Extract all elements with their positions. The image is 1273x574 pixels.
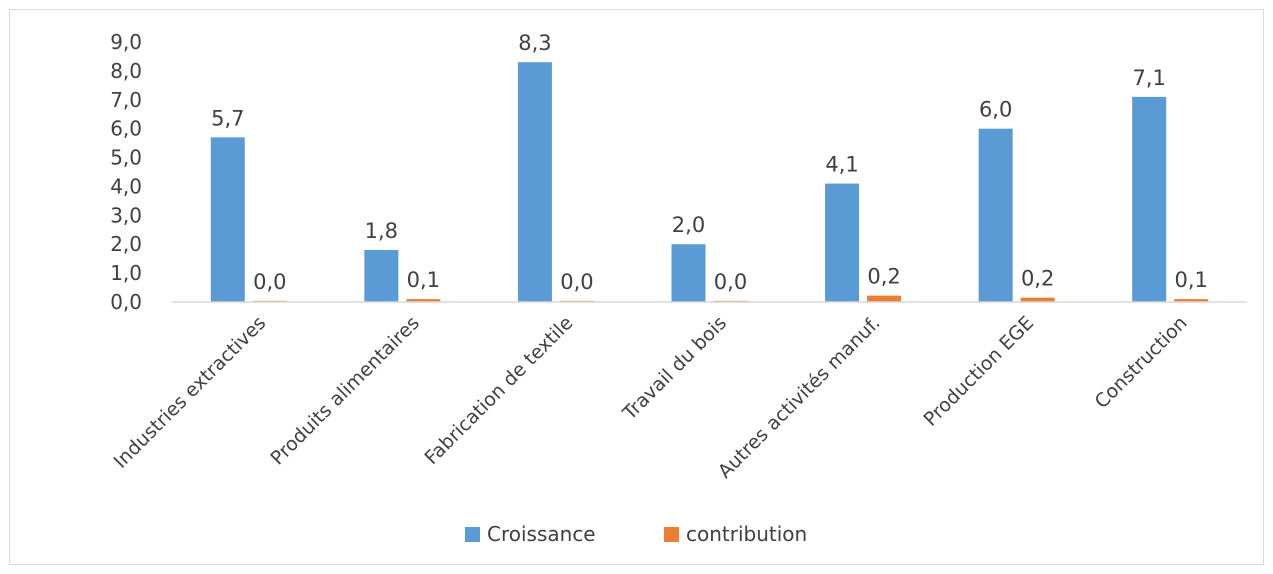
data-label-contribution: 0,1: [407, 268, 440, 292]
x-tick-label: Fabrication de textile: [420, 312, 577, 469]
bar-contribution: [1020, 297, 1055, 302]
x-tick-label: Construction: [1091, 312, 1192, 413]
data-label-contribution: 0,2: [1021, 267, 1054, 291]
legend-swatch: [664, 527, 679, 542]
x-tick-label: Autres activités manuf.: [714, 312, 885, 483]
legend-swatch: [465, 527, 480, 542]
y-tick-label: 7,0: [110, 88, 142, 112]
data-label-croissance: 2,0: [672, 213, 705, 237]
legend-label: Croissance: [487, 522, 596, 546]
data-label-croissance: 8,3: [518, 31, 551, 55]
y-tick-label: 3,0: [110, 203, 142, 227]
y-tick-label: 1,0: [110, 261, 142, 285]
bar-croissance: [825, 183, 860, 302]
data-label-croissance: 6,0: [979, 98, 1012, 122]
x-tick-label: Produits alimentaires: [266, 312, 423, 469]
bar-croissance: [517, 62, 552, 302]
data-label-contribution: 0,0: [253, 270, 286, 294]
data-label-contribution: 0,2: [867, 265, 900, 289]
y-tick-label: 8,0: [110, 59, 142, 83]
bars: [210, 62, 1209, 302]
data-label-contribution: 0,1: [1175, 268, 1208, 292]
data-label-croissance: 1,8: [365, 219, 398, 243]
y-tick-label: 2,0: [110, 232, 142, 256]
data-labels: 5,7 0,0 1,8 0,1 8,3 0,0 2,0 0,0 4,1 0,2 6,0 0,2 7,1 0…: [211, 31, 1208, 294]
data-label-croissance: 4,1: [825, 153, 858, 177]
bar-croissance: [210, 137, 245, 302]
x-tick-label: Travail du bois: [618, 312, 731, 425]
y-tick-label: 9,0: [110, 30, 142, 54]
bar-contribution: [406, 299, 441, 302]
data-label-croissance: 5,7: [211, 106, 244, 130]
x-tick-label: Production EGE: [919, 312, 1038, 431]
y-tick-label: 6,0: [110, 117, 142, 141]
bar-croissance: [978, 128, 1013, 302]
y-axis-labels: 0,0 1,0 2,0 3,0 4,0 5,0 6,0 7,0 8,0 9,0: [110, 30, 142, 314]
y-tick-label: 4,0: [110, 174, 142, 198]
bar-croissance: [364, 250, 399, 302]
bar-croissance: [1132, 96, 1167, 302]
y-tick-label: 0,0: [110, 290, 142, 314]
y-tick-label: 5,0: [110, 146, 142, 170]
bar-contribution: [1174, 299, 1209, 302]
legend: Croissance contribution: [465, 522, 807, 546]
data-label-croissance: 7,1: [1133, 66, 1166, 90]
data-label-contribution: 0,0: [560, 270, 593, 294]
x-tick-label: Industries extractives: [110, 312, 271, 473]
bar-croissance: [671, 244, 706, 302]
legend-label: contribution: [686, 522, 807, 546]
bar-contribution: [867, 295, 902, 302]
data-label-contribution: 0,0: [714, 270, 747, 294]
